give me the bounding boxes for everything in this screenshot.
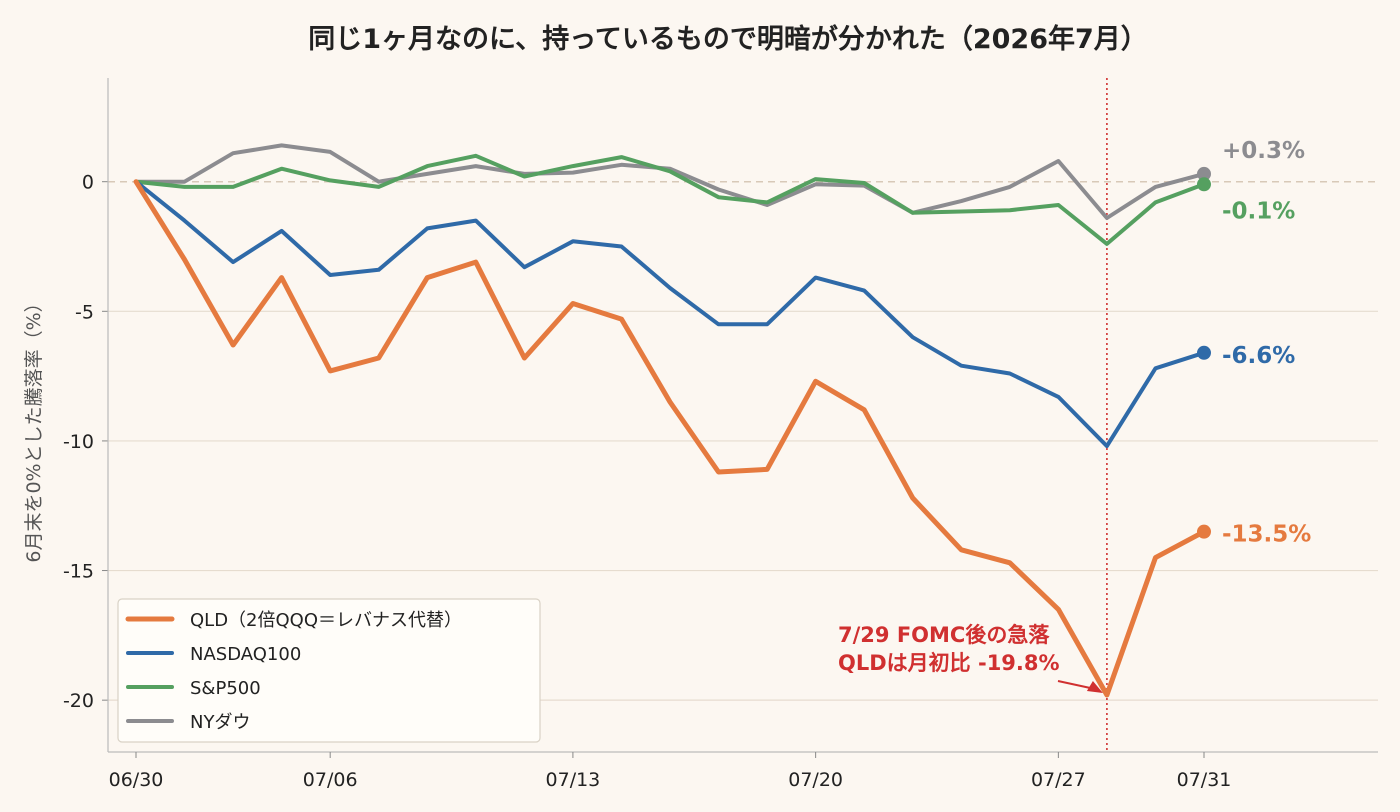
annotation: 7/29 FOMC後の急落 QLDは月初比 -19.8% bbox=[838, 623, 1103, 693]
chart-title: 同じ1ヶ月なのに、持っているもので明暗が分かれた（2026年7月） bbox=[308, 23, 1148, 55]
x-tick-label: 07/27 bbox=[1031, 769, 1086, 791]
end-value-label: +0.3% bbox=[1222, 138, 1305, 164]
series-end-point bbox=[1197, 166, 1211, 181]
y-tick-label: -10 bbox=[63, 431, 94, 453]
annotation-text: QLDは月初比 -19.8% bbox=[838, 651, 1060, 675]
y-tick-label: -20 bbox=[63, 690, 94, 712]
annotation-text: 7/29 FOMC後の急落 bbox=[838, 623, 1050, 647]
annotation-arrowhead bbox=[1086, 680, 1103, 693]
series-lines bbox=[133, 143, 1211, 698]
y-tick-label: -15 bbox=[63, 561, 94, 583]
legend-entry: NYダウ bbox=[190, 712, 250, 733]
grid-lines bbox=[108, 78, 1378, 752]
series-line bbox=[134, 143, 1206, 220]
x-tick-label: 07/13 bbox=[546, 769, 601, 791]
legend-entry: NASDAQ100 bbox=[190, 644, 301, 665]
x-tick-label: 07/31 bbox=[1177, 769, 1232, 791]
x-tick-label: 07/06 bbox=[303, 769, 358, 791]
y-tick-label: 0 bbox=[82, 172, 94, 194]
end-value-label: -0.1% bbox=[1222, 198, 1295, 224]
series-line bbox=[134, 153, 1206, 246]
series-end-point bbox=[1197, 345, 1211, 360]
series-line bbox=[133, 179, 1207, 698]
series-end-point bbox=[1197, 177, 1211, 192]
x-tick-label: 06/30 bbox=[109, 769, 164, 791]
legend-entry: QLD（2倍QQQ＝レバナス代替） bbox=[190, 610, 462, 631]
annotation-arrow bbox=[1057, 680, 1096, 690]
legend-box bbox=[117, 598, 541, 743]
series-line bbox=[134, 179, 1206, 449]
end-value-label: -13.5% bbox=[1222, 522, 1311, 548]
legend: QLD（2倍QQQ＝レバナス代替） NASDAQ100 S&P500 NYダウ bbox=[117, 598, 541, 743]
legend-entry: S&P500 bbox=[190, 678, 261, 699]
y-tick-label: -5 bbox=[75, 301, 94, 323]
series-end-point bbox=[1197, 524, 1211, 539]
x-tick-label: 07/20 bbox=[788, 769, 843, 791]
axes: 0 -5 -10 -15 -20 06/30 07/06 07/13 07/20 07/27 07/… bbox=[63, 78, 1378, 791]
end-labels: +0.3% -0.1% -6.6% -13.5% bbox=[1222, 138, 1311, 548]
end-value-label: -6.6% bbox=[1222, 343, 1295, 369]
y-axis-label: 6月末を0%とした騰落率（%） bbox=[23, 293, 45, 562]
